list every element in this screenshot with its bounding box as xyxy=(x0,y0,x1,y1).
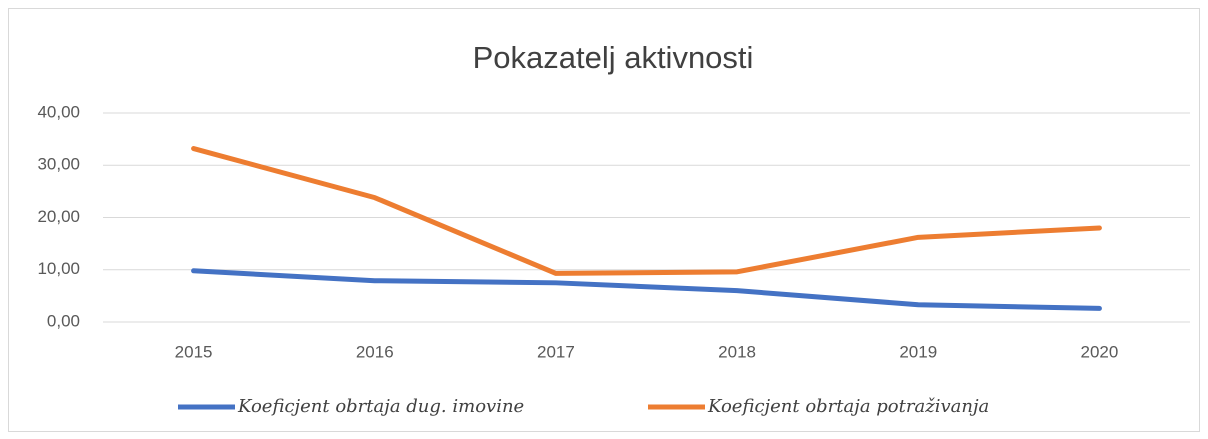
legend-label: Koeficjent obrtaja dug. imovine xyxy=(237,396,524,417)
x-tick-label: 2020 xyxy=(1081,342,1119,361)
x-tick-label: 2017 xyxy=(537,342,575,361)
chart-title: Pokazatelj aktivnosti xyxy=(473,40,754,75)
legend-label: Koeficjent obrtaja potraživanja xyxy=(707,396,989,417)
chart-frame xyxy=(8,8,1200,432)
x-tick-label: 2016 xyxy=(356,342,394,361)
x-tick-label: 2018 xyxy=(718,342,756,361)
series-line xyxy=(191,146,1102,276)
y-tick-label: 30,00 xyxy=(37,155,80,174)
y-tick-label: 0,00 xyxy=(47,311,80,330)
y-tick-label: 20,00 xyxy=(37,207,80,226)
x-tick-label: 2015 xyxy=(175,342,213,361)
y-tick-label: 10,00 xyxy=(37,259,80,278)
x-tick-label: 2019 xyxy=(899,342,937,361)
series-line xyxy=(191,268,1102,311)
y-tick-label: 40,00 xyxy=(37,102,80,121)
